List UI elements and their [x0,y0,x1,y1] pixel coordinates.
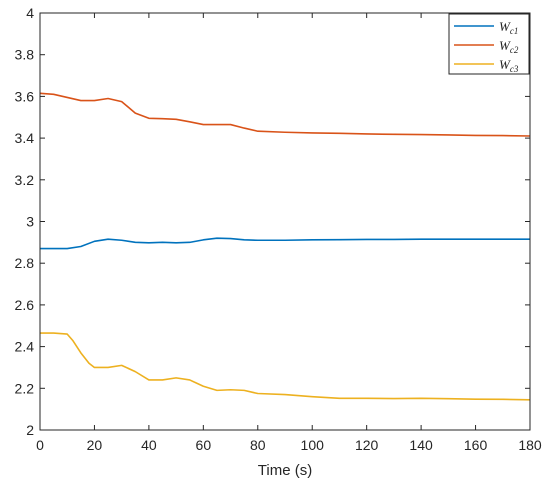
x-tick-label: 80 [250,437,266,453]
axis-ticks: 0 20 40 60 80 100 120 140 160 180 2 2.2 2.4 2.6 2.8 3 3.… [15,5,542,453]
x-tick-label: 60 [196,437,212,453]
y-tick-label: 3.4 [15,130,35,146]
x-tick-label: 160 [464,437,488,453]
y-tick-label: 2.8 [15,255,35,271]
x-tick-label: 120 [355,437,379,453]
legend-label-c1: Wc1 [499,19,518,36]
series-line-c3 [40,332,531,401]
legend-label-c3: Wc3 [499,57,519,74]
x-tick-label: 180 [518,437,542,453]
x-tick-label: 40 [141,437,157,453]
y-tick-label: 3.2 [15,172,35,188]
y-tick-label: 2.6 [15,297,35,313]
y-tick-label: 3.6 [15,88,35,104]
y-tick-label: 2.2 [15,380,35,396]
y-tick-label: 2 [26,422,34,438]
plot-area [40,13,530,430]
series-line-c1 [40,237,530,250]
legend[interactable]: Wc1 Wc2 Wc3 [448,13,530,75]
legend-label-c2: Wc2 [499,38,519,55]
y-tick-label: 3 [26,214,34,230]
x-tick-label: 0 [36,437,44,453]
x-tick-label: 20 [87,437,103,453]
y-tick-label: 2.4 [15,339,35,355]
series-layer [39,92,531,401]
y-tick-label: 3.8 [15,47,35,63]
x-tick-label: 100 [301,437,325,453]
y-tick-label: 4 [26,5,34,21]
series-line-c2 [39,92,531,137]
x-tick-label: 140 [409,437,433,453]
x-axis-title: Time (s) [258,462,312,479]
